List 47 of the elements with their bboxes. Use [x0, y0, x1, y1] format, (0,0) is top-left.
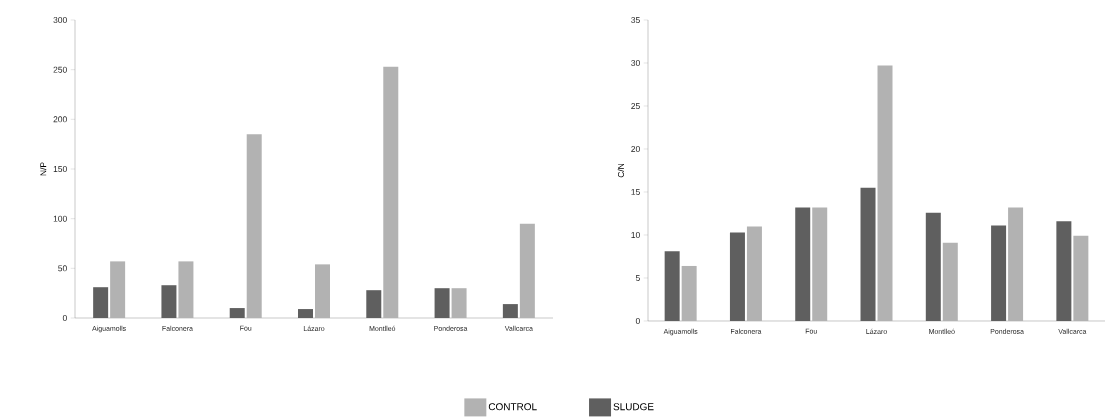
bar	[942, 242, 958, 321]
legend-label: CONTROL	[488, 403, 537, 411]
bar	[1056, 221, 1072, 321]
y-axis-title: N/P	[40, 162, 47, 176]
y-tick-label: 300	[53, 17, 67, 23]
bar	[681, 265, 697, 321]
bar	[161, 285, 177, 318]
bar	[434, 288, 450, 318]
bar	[451, 288, 467, 318]
y-tick-label: 10	[631, 232, 640, 238]
y-tick-label: 0	[62, 315, 67, 321]
y-tick-label: 200	[53, 116, 67, 123]
bar	[877, 65, 893, 321]
y-tick-label: 100	[53, 215, 67, 222]
y-tick-label: 5	[635, 275, 640, 281]
bar	[795, 207, 811, 321]
bar	[178, 261, 194, 318]
y-tick-label: 25	[631, 103, 640, 109]
bar	[229, 308, 245, 318]
legend-label: SLUDGE	[613, 403, 654, 411]
bar	[246, 134, 262, 318]
bar	[991, 225, 1007, 321]
y-tick-label: 35	[631, 17, 640, 23]
y-tick-label: 20	[631, 146, 640, 152]
y-tick-label: 30	[631, 60, 640, 66]
y-tick-label: 15	[631, 189, 640, 195]
bar	[366, 290, 382, 318]
bar	[383, 66, 399, 318]
y-tick-label: 50	[58, 265, 67, 272]
bar	[812, 207, 828, 321]
bar	[1008, 207, 1024, 321]
bar	[110, 261, 126, 318]
bar	[315, 264, 330, 318]
bar	[93, 287, 109, 318]
y-tick-label: 150	[53, 166, 67, 172]
bar	[519, 223, 535, 318]
bar	[298, 309, 313, 318]
bar	[664, 251, 680, 321]
y-tick-label: 0	[635, 318, 640, 324]
y-axis-title: C/N	[617, 163, 624, 178]
bar	[860, 187, 876, 321]
bar	[729, 232, 745, 321]
bar	[746, 226, 762, 321]
y-tick-label: 250	[53, 66, 67, 73]
bar	[925, 212, 941, 321]
bar	[1073, 235, 1089, 321]
bar	[502, 304, 518, 318]
